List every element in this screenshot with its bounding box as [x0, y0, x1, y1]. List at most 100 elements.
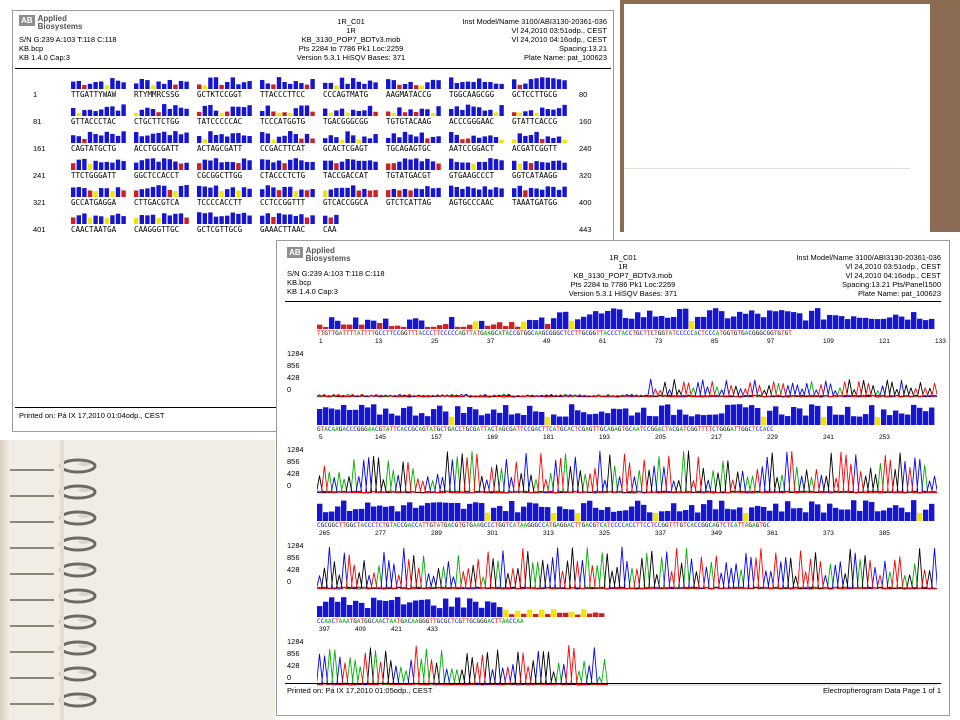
- quality-bar: [635, 500, 641, 521]
- base-call: T: [349, 618, 354, 625]
- base-call: A: [625, 522, 629, 529]
- quality-bar: [110, 162, 115, 170]
- quality-bar: [241, 187, 247, 197]
- quality-bar: [785, 311, 791, 329]
- quality-bar: [414, 188, 419, 197]
- quality-bar: [362, 160, 367, 170]
- quality-bar: [121, 82, 126, 89]
- quality-bar: [677, 309, 683, 329]
- quality-bar: [556, 79, 562, 89]
- base-call: T: [462, 618, 466, 625]
- base-call: C: [686, 522, 691, 529]
- quality-bar: [719, 500, 725, 521]
- quality-bar: [431, 326, 437, 329]
- base-call: A: [520, 618, 524, 625]
- quality-bar: [323, 407, 329, 425]
- quality-bar: [351, 78, 356, 89]
- base-call: C: [472, 618, 477, 625]
- base-group: CCGACTTCAT: [260, 144, 306, 153]
- quality-bar: [71, 135, 76, 143]
- base-call: G: [483, 618, 488, 625]
- y-axis-label: 428: [287, 661, 300, 670]
- quality-bar: [383, 506, 389, 521]
- base-call: G: [581, 426, 586, 433]
- quality-bar: [629, 415, 635, 425]
- quality-bar: [515, 610, 521, 617]
- quality-bar: [556, 160, 562, 170]
- quality-bar: [71, 217, 76, 224]
- base-call: T: [422, 522, 426, 529]
- quality-bar: [923, 509, 929, 521]
- base-call: A: [414, 618, 419, 625]
- quality-bar: [265, 213, 270, 224]
- quality-bar: [523, 135, 528, 143]
- base-call: T: [425, 522, 430, 529]
- quality-bar: [173, 190, 178, 197]
- ring-highlight: [78, 592, 90, 596]
- base-call: G: [748, 522, 752, 529]
- quality-bar: [414, 158, 419, 170]
- base-call: T: [665, 330, 669, 337]
- position-tick: 13: [375, 338, 383, 345]
- quality-bar: [797, 508, 803, 521]
- quality-bar: [347, 324, 353, 329]
- quality-bar: [184, 132, 189, 143]
- quality-bar: [241, 212, 247, 224]
- base-call: G: [516, 330, 520, 337]
- quality-bar: [499, 160, 504, 170]
- quality-bar: [671, 503, 677, 521]
- header-line: KB.bcp: [287, 278, 312, 287]
- quality-bar: [683, 510, 689, 521]
- base-call: A: [690, 522, 694, 529]
- quality-bar: [395, 325, 401, 329]
- base-call: G: [523, 330, 528, 337]
- base-call: G: [422, 618, 426, 625]
- quality-bar: [761, 506, 767, 521]
- quality-bar: [265, 83, 270, 89]
- quality-bar: [304, 105, 310, 116]
- quality-bar: [641, 317, 647, 329]
- base-call: T: [672, 330, 676, 337]
- base-call: T: [443, 426, 448, 433]
- position-tick: 85: [711, 338, 719, 345]
- base-call: G: [338, 426, 343, 433]
- quality-bar: [362, 110, 367, 116]
- quality-bar: [779, 310, 785, 329]
- base-call: C: [317, 522, 321, 529]
- base-group: AATCCGGACT: [449, 144, 495, 153]
- header-line: Inst Model/Name 3100/ABI3130-20361-036: [462, 17, 607, 26]
- quality-bar: [335, 506, 341, 521]
- quality-bar: [743, 512, 749, 521]
- quality-bar: [471, 188, 476, 197]
- quality-bar: [599, 411, 605, 425]
- quality-bar: [809, 310, 815, 329]
- quality-bar: [71, 187, 76, 197]
- quality-bar: [815, 504, 821, 521]
- quality-bar: [863, 500, 869, 521]
- base-call: G: [436, 618, 441, 625]
- base-call: T: [639, 426, 644, 433]
- quality-bar: [82, 84, 87, 89]
- quality-bar: [899, 413, 905, 425]
- quality-bar: [386, 79, 391, 89]
- position-tick: 265: [319, 530, 330, 537]
- base-call: C: [407, 618, 412, 625]
- quality-bar: [893, 314, 899, 329]
- quality-bar: [150, 186, 156, 197]
- quality-bar: [521, 613, 527, 617]
- quality-bar: [767, 310, 773, 329]
- base-call: T: [617, 330, 622, 337]
- base-call: A: [476, 522, 481, 529]
- base-call: A: [730, 426, 734, 433]
- base-call: T: [346, 330, 350, 337]
- quality-bar: [523, 190, 528, 197]
- header-line: Vl 24,2010 04:16odp., CEST: [845, 271, 941, 280]
- base-call: T: [650, 522, 655, 529]
- quality-bar: [449, 416, 455, 425]
- quality-bar: [71, 163, 76, 170]
- base-call: T: [752, 426, 756, 433]
- quality-bar: [491, 602, 497, 617]
- quality-bar: [623, 510, 629, 521]
- quality-bar: [104, 106, 109, 116]
- quality-bar: [731, 404, 737, 425]
